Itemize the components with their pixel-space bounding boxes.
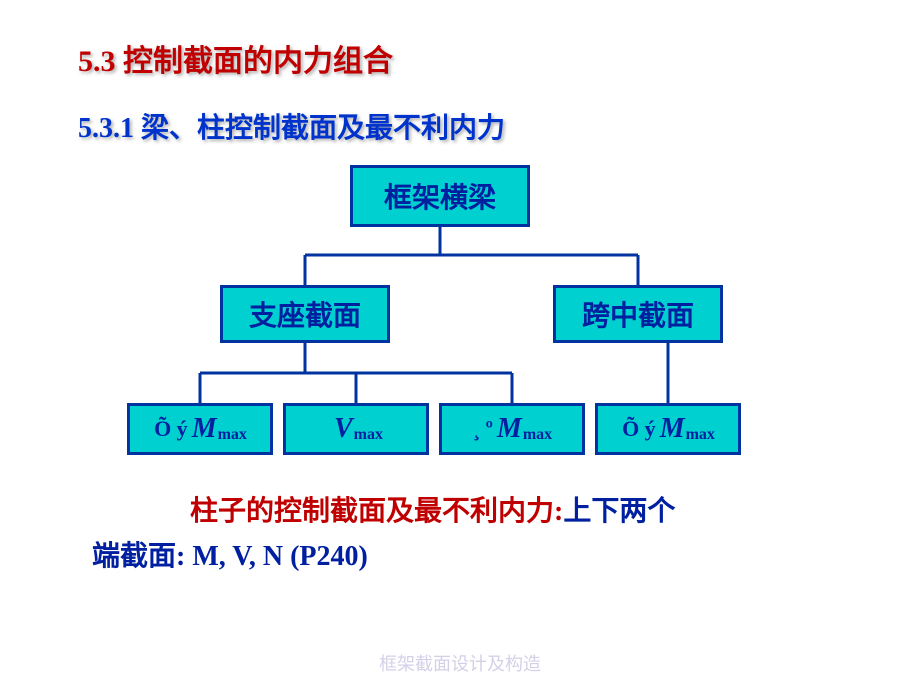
leaf-subscript: max: [523, 426, 552, 444]
leaf-prefix: Õ ý: [622, 416, 656, 442]
hierarchy-diagram: 框架横梁 支座截面 跨中截面 Õ ý M max V max ¸ º M max…: [0, 165, 920, 465]
slide: 5.3 控制截面的内力组合 5.3.1 梁、柱控制截面及最不利内力 框架横梁 支…: [0, 0, 920, 690]
tree-leaf-m-max-3: Õ ý M max: [595, 403, 741, 455]
column-note-block: 柱子的控制截面及最不利内力:上下两个 端截面: M, V, N (P240): [78, 480, 838, 598]
tree-leaf-m-max-1: Õ ý M max: [127, 403, 273, 455]
subsection-title: 5.3.1 梁、柱控制截面及最不利内力: [78, 106, 505, 146]
leaf-subscript: max: [354, 426, 383, 444]
note-blue-text-1: 上下两个: [563, 496, 675, 527]
tree-node-support-section: 支座截面: [220, 285, 390, 343]
leaf-symbol: M: [660, 413, 685, 445]
note-red-text: 柱子的控制截面及最不利内力:: [190, 496, 563, 527]
leaf-symbol: M: [497, 413, 522, 445]
tree-leaf-v-max: V max: [283, 403, 429, 455]
tree-leaf-m-max-2: ¸ º M max: [439, 403, 585, 455]
slide-footer: 框架截面设计及构造: [0, 650, 920, 676]
note-blue-text-2: 端截面: M, V, N (P240): [92, 535, 824, 580]
tree-root-node: 框架横梁: [350, 165, 530, 227]
leaf-symbol: M: [192, 413, 217, 445]
tree-node-midspan-section: 跨中截面: [553, 285, 723, 343]
leaf-prefix: ¸ º: [473, 416, 493, 442]
leaf-subscript: max: [218, 426, 247, 444]
leaf-prefix: Õ ý: [154, 416, 188, 442]
leaf-subscript: max: [686, 426, 715, 444]
leaf-symbol: V: [334, 413, 353, 445]
section-title: 5.3 控制截面的内力组合: [78, 36, 393, 80]
